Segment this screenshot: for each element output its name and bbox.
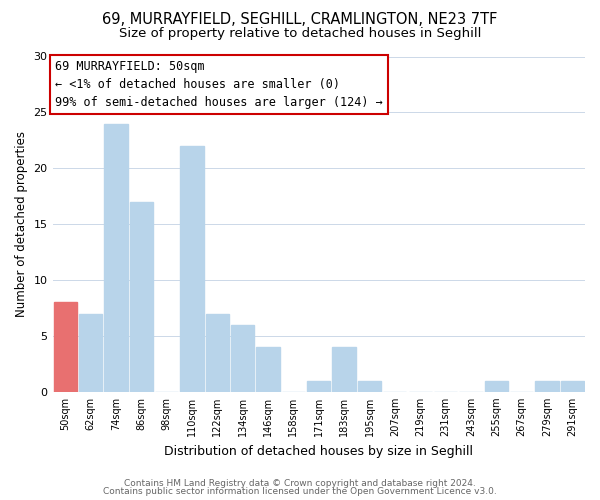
- Text: Contains HM Land Registry data © Crown copyright and database right 2024.: Contains HM Land Registry data © Crown c…: [124, 478, 476, 488]
- Bar: [485, 380, 508, 392]
- Text: 69 MURRAYFIELD: 50sqm
← <1% of detached houses are smaller (0)
99% of semi-detac: 69 MURRAYFIELD: 50sqm ← <1% of detached …: [55, 60, 383, 109]
- Bar: [130, 202, 153, 392]
- Bar: [307, 380, 331, 392]
- Bar: [206, 314, 229, 392]
- Bar: [256, 347, 280, 392]
- Bar: [181, 146, 203, 392]
- Bar: [535, 380, 559, 392]
- X-axis label: Distribution of detached houses by size in Seghill: Distribution of detached houses by size …: [164, 444, 473, 458]
- Bar: [53, 302, 77, 392]
- Bar: [231, 324, 254, 392]
- Text: 69, MURRAYFIELD, SEGHILL, CRAMLINGTON, NE23 7TF: 69, MURRAYFIELD, SEGHILL, CRAMLINGTON, N…: [103, 12, 497, 28]
- Bar: [560, 380, 584, 392]
- Text: Size of property relative to detached houses in Seghill: Size of property relative to detached ho…: [119, 28, 481, 40]
- Bar: [104, 124, 128, 392]
- Bar: [79, 314, 102, 392]
- Y-axis label: Number of detached properties: Number of detached properties: [15, 131, 28, 317]
- Text: Contains public sector information licensed under the Open Government Licence v3: Contains public sector information licen…: [103, 487, 497, 496]
- Bar: [358, 380, 381, 392]
- Bar: [332, 347, 356, 392]
